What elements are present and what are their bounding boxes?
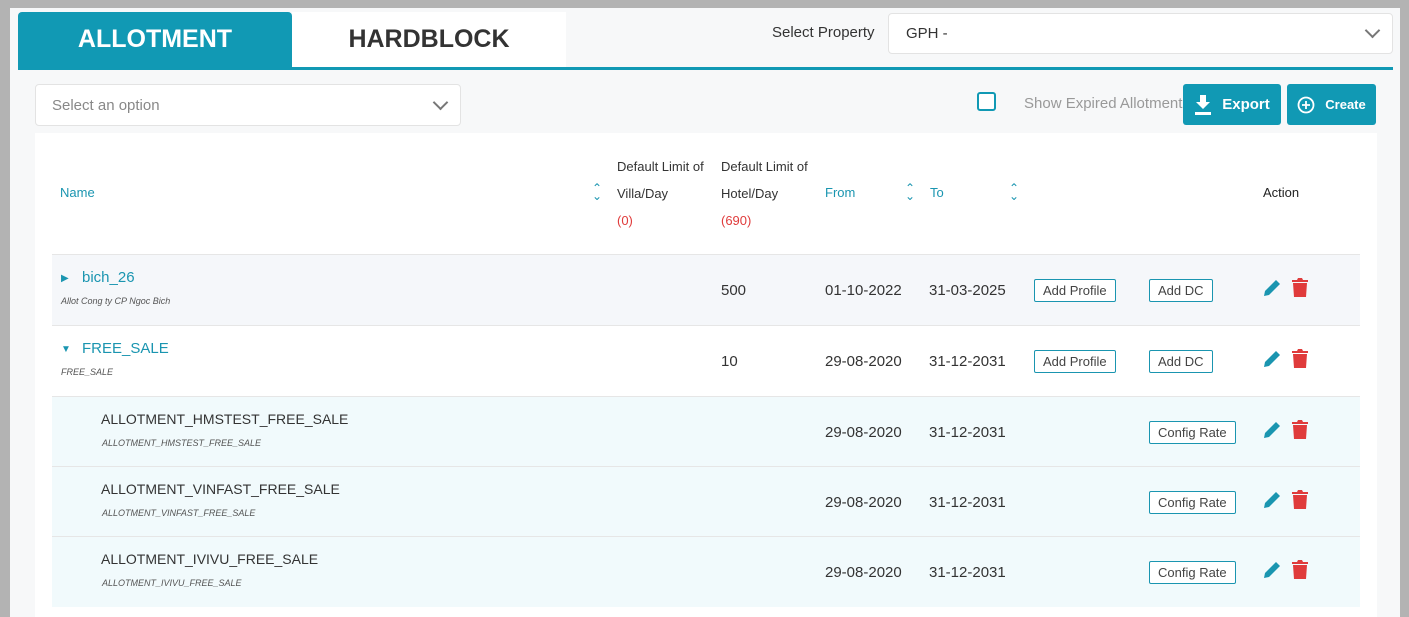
caret-right-icon[interactable]: ▶	[61, 273, 69, 284]
add-dc-button[interactable]: Add DC	[1149, 279, 1213, 302]
property-select[interactable]: GPH -	[888, 13, 1393, 54]
table-row: ALLOTMENT_IVIVU_FREE_SALE ALLOTMENT_IVIVU…	[52, 536, 1360, 607]
row-hotel-limit: 500	[721, 282, 747, 299]
row-description: ALLOTMENT_IVIVU_FREE_SALE	[102, 578, 242, 588]
option-select[interactable]: Select an option	[35, 84, 461, 126]
add-profile-button[interactable]: Add Profile	[1034, 279, 1116, 302]
add-profile-button[interactable]: Add Profile	[1034, 350, 1116, 373]
config-rate-button[interactable]: Config Rate	[1149, 491, 1236, 514]
header-from[interactable]: From	[825, 185, 856, 200]
row-from: 29-08-2020	[825, 353, 902, 370]
row-to: 31-03-2025	[929, 282, 1006, 299]
export-label: Export	[1222, 96, 1270, 113]
trash-icon[interactable]	[1292, 560, 1308, 579]
create-label: Create	[1325, 97, 1366, 112]
config-rate-button[interactable]: Config Rate	[1149, 421, 1236, 444]
header-villa: Default Limit of Villa/Day (0)	[617, 159, 704, 228]
export-button[interactable]: Export	[1183, 84, 1281, 125]
trash-icon[interactable]	[1292, 278, 1308, 297]
row-from: 29-08-2020	[825, 424, 902, 441]
edit-pencil-icon[interactable]	[1263, 278, 1282, 297]
sort-icon[interactable]: ⌃ ⌄	[904, 181, 916, 203]
trash-icon[interactable]	[1292, 490, 1308, 509]
row-from: 29-08-2020	[825, 494, 902, 511]
property-value: GPH -	[906, 25, 948, 42]
row-name[interactable]: bich_26	[82, 269, 135, 286]
tab-allotment[interactable]: ALLOTMENT	[18, 12, 292, 67]
row-name: ALLOTMENT_HMSTEST_FREE_SALE	[101, 411, 349, 427]
table-row: ▼ FREE_SALE FREE_SALE 10 29-08-2020 31-12-203…	[52, 325, 1360, 396]
row-from: 01-10-2022	[825, 282, 902, 299]
chevron-down-icon	[1364, 22, 1381, 39]
header-to[interactable]: To	[930, 185, 944, 200]
row-name: ALLOTMENT_VINFAST_FREE_SALE	[101, 481, 340, 497]
header-name[interactable]: Name	[60, 185, 95, 200]
row-description: ALLOTMENT_HMSTEST_FREE_SALE	[102, 438, 262, 448]
chevron-down-icon	[432, 94, 449, 111]
table-row: ▶ bich_26 Allot Cong ty CP Ngoc Bich 500 01-…	[52, 254, 1360, 325]
row-to: 31-12-2031	[929, 424, 1006, 441]
header-action: Action	[1263, 185, 1300, 200]
config-rate-button[interactable]: Config Rate	[1149, 561, 1236, 584]
row-to: 31-12-2031	[929, 564, 1006, 581]
trash-icon[interactable]	[1292, 349, 1308, 368]
row-name: ALLOTMENT_IVIVU_FREE_SALE	[101, 551, 319, 567]
caret-down-icon[interactable]: ▼	[61, 344, 71, 355]
sort-icon[interactable]: ⌃ ⌄	[591, 181, 603, 203]
trash-icon[interactable]	[1292, 420, 1308, 439]
sort-icon[interactable]: ⌃ ⌄	[1008, 181, 1020, 203]
select-property-label: Select Property	[772, 24, 875, 41]
edit-pencil-icon[interactable]	[1263, 420, 1282, 439]
row-description: FREE_SALE	[61, 367, 114, 377]
add-dc-button[interactable]: Add DC	[1149, 350, 1213, 373]
row-description: ALLOTMENT_VINFAST_FREE_SALE	[102, 508, 256, 518]
row-description: Allot Cong ty CP Ngoc Bich	[61, 296, 171, 306]
row-from: 29-08-2020	[825, 564, 902, 581]
table-row: ALLOTMENT_VINFAST_FREE_SALE ALLOTMENT_VIN…	[52, 466, 1360, 537]
plus-circle-icon	[1297, 96, 1315, 113]
table-row: ALLOTMENT_HMSTEST_FREE_SALE ALLOTMENT_HMS…	[52, 396, 1360, 467]
row-hotel-limit: 10	[721, 353, 738, 370]
tab-bar: ALLOTMENT HARDBLOCK	[18, 12, 1393, 70]
row-to: 31-12-2031	[929, 353, 1006, 370]
row-name[interactable]: FREE_SALE	[82, 340, 169, 357]
edit-pencil-icon[interactable]	[1263, 560, 1282, 579]
header-hotel: Default Limit of Hotel/Day (690)	[721, 159, 808, 228]
edit-pencil-icon[interactable]	[1263, 349, 1282, 368]
show-expired-label: Show Expired Allotment	[1024, 95, 1183, 112]
tab-hardblock[interactable]: HARDBLOCK	[292, 12, 566, 67]
row-to: 31-12-2031	[929, 494, 1006, 511]
edit-pencil-icon[interactable]	[1263, 490, 1282, 509]
option-placeholder: Select an option	[52, 97, 160, 114]
show-expired-checkbox[interactable]	[977, 92, 996, 111]
download-icon	[1195, 94, 1212, 115]
create-button[interactable]: Create	[1287, 84, 1376, 125]
